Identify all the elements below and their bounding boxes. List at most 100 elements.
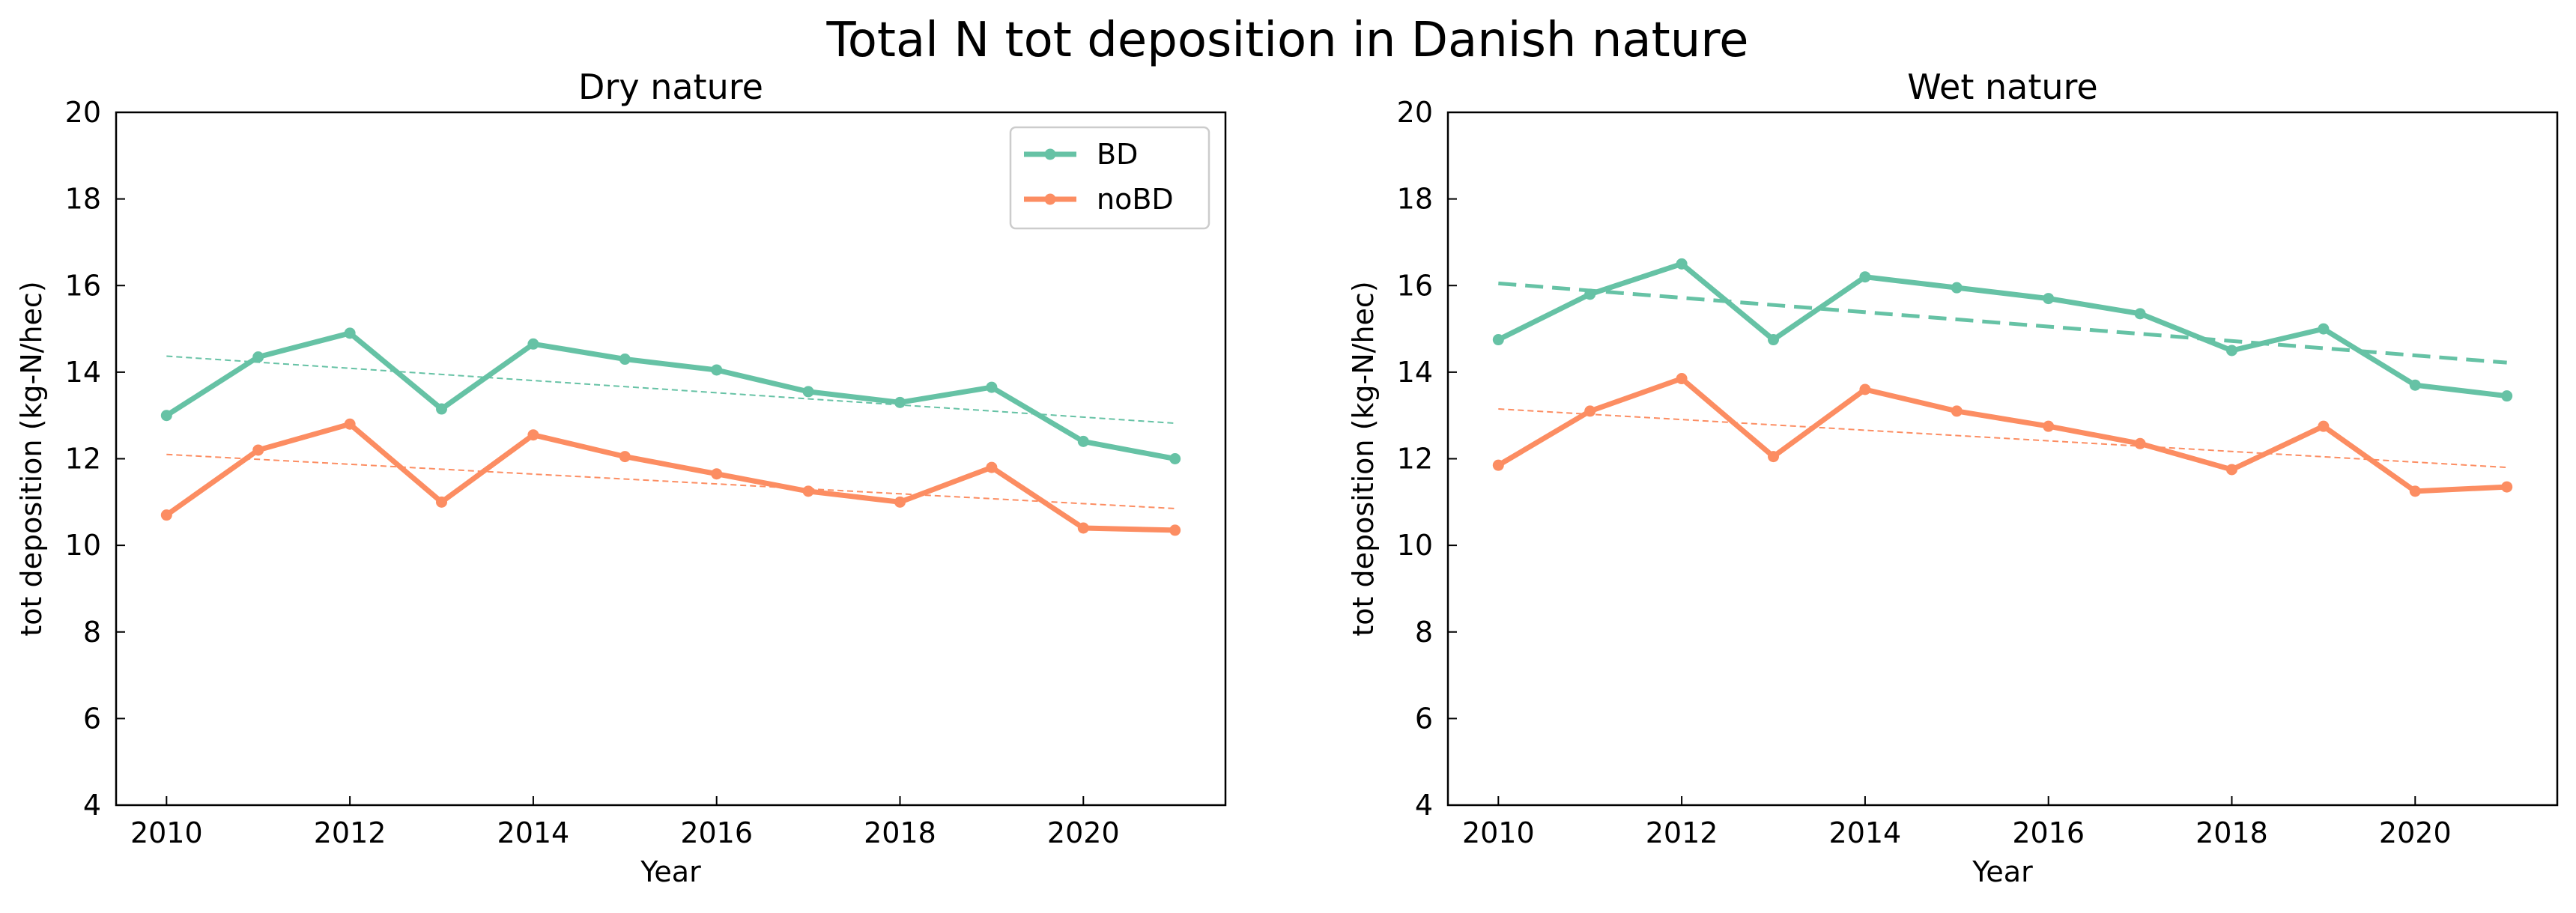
- y-tick-label: 18: [65, 183, 101, 216]
- data-point: [344, 418, 356, 430]
- series-line-bd: [163, 330, 1178, 461]
- data-point: [436, 403, 448, 415]
- data-point: [2225, 464, 2237, 476]
- data-point: [1077, 522, 1089, 534]
- data-point: [160, 509, 172, 521]
- y-tick-label: 18: [1397, 183, 1433, 216]
- y-tick-label: 20: [65, 96, 101, 129]
- panel-title: Dry nature: [578, 67, 763, 107]
- data-point: [527, 429, 539, 441]
- data-point: [1492, 334, 1504, 346]
- data-point: [986, 461, 998, 473]
- data-point: [2501, 390, 2513, 402]
- data-point: [1169, 453, 1181, 464]
- x-tick-label: 2016: [2012, 816, 2085, 849]
- y-tick-label: 14: [1397, 356, 1433, 389]
- data-point: [711, 468, 723, 480]
- data-point: [2043, 293, 2055, 305]
- data-point: [1768, 451, 1780, 463]
- panel-dry-nature: Dry nature Year tot deposition (kg-N/hec) 2…: [15, 67, 1227, 888]
- legend: BD noBD: [1009, 126, 1210, 230]
- data-point: [1676, 373, 1688, 385]
- data-point: [527, 338, 539, 350]
- data-point: [986, 381, 998, 393]
- y-tick-label: 4: [83, 789, 101, 822]
- data-point: [711, 364, 723, 376]
- x-tick-label: 2012: [1646, 816, 1718, 849]
- legend-label: noBD: [1097, 183, 1174, 216]
- y-tick-label: 6: [83, 702, 101, 735]
- trend-line-nobd: [166, 453, 1175, 509]
- data-point: [2409, 379, 2421, 391]
- data-point: [1584, 288, 1596, 300]
- data-point: [1169, 524, 1181, 536]
- data-point: [436, 496, 448, 508]
- x-tick-label: 2014: [1829, 816, 1902, 849]
- data-point: [1951, 405, 1963, 417]
- y-tick-label: 16: [65, 269, 101, 302]
- data-point: [2225, 345, 2237, 357]
- data-point: [2043, 420, 2055, 432]
- x-tick-label: 2010: [130, 816, 203, 849]
- plot-frame: [1446, 111, 2559, 807]
- data-point: [344, 327, 356, 339]
- data-point: [2134, 437, 2146, 449]
- series-line-bd: [1495, 261, 2510, 399]
- x-tick-label: 2020: [2379, 816, 2452, 849]
- data-point: [802, 386, 814, 398]
- data-point: [894, 396, 906, 408]
- trend-line-bd: [166, 355, 1175, 425]
- data-point: [619, 354, 631, 365]
- y-axis-label: tot deposition (kg-N/hec): [15, 281, 48, 636]
- data-point: [2318, 323, 2330, 335]
- trend-line-bd: [1498, 281, 2507, 365]
- figure-title: Total N tot deposition in Danish nature: [825, 13, 1748, 68]
- x-tick-label: 2012: [314, 816, 387, 849]
- data-point: [2318, 420, 2330, 432]
- y-tick-label: 10: [1397, 529, 1433, 562]
- panel-wet-nature: Wet nature Year tot deposition (kg-N/hec) 2…: [1347, 67, 2559, 888]
- legend-marker: [1044, 148, 1056, 160]
- data-point: [894, 496, 906, 508]
- data-point: [802, 485, 814, 497]
- series-line-nobd: [163, 421, 1178, 533]
- data-point: [619, 451, 631, 463]
- y-tick-label: 12: [65, 443, 101, 476]
- y-tick-label: 8: [83, 616, 101, 649]
- legend-label: BD: [1097, 138, 1138, 171]
- panel-title: Wet nature: [1907, 67, 2097, 107]
- x-tick-label: 2018: [864, 816, 936, 849]
- x-tick-label: 2016: [680, 816, 753, 849]
- data-point: [1077, 435, 1089, 447]
- y-tick-label: 4: [1415, 789, 1433, 822]
- x-tick-label: 2014: [497, 816, 570, 849]
- y-tick-label: 16: [1397, 269, 1433, 302]
- data-point: [1859, 271, 1871, 283]
- x-tick-label: 2020: [1047, 816, 1120, 849]
- plot-frame: [115, 111, 1227, 807]
- data-point: [1768, 334, 1780, 346]
- data-point: [2409, 485, 2421, 497]
- data-point: [1676, 258, 1688, 270]
- data-point: [252, 351, 264, 363]
- data-point: [160, 410, 172, 422]
- data-point: [252, 444, 264, 456]
- y-tick-label: 8: [1415, 616, 1433, 649]
- series-line-nobd: [1495, 376, 2510, 494]
- y-tick-label: 10: [65, 529, 101, 562]
- data-point: [1584, 405, 1596, 417]
- x-tick-label: 2018: [2195, 816, 2268, 849]
- data-point: [2501, 481, 2513, 493]
- data-point: [1859, 383, 1871, 395]
- trend-line-nobd: [1498, 408, 2507, 469]
- x-axis-label: Year: [1972, 855, 2033, 888]
- y-tick-label: 20: [1397, 96, 1433, 129]
- y-tick-label: 14: [65, 356, 101, 389]
- y-axis-label: tot deposition (kg-N/hec): [1347, 281, 1380, 636]
- data-point: [2134, 308, 2146, 320]
- x-tick-label: 2010: [1462, 816, 1535, 849]
- legend-marker: [1044, 193, 1056, 205]
- data-point: [1951, 282, 1963, 294]
